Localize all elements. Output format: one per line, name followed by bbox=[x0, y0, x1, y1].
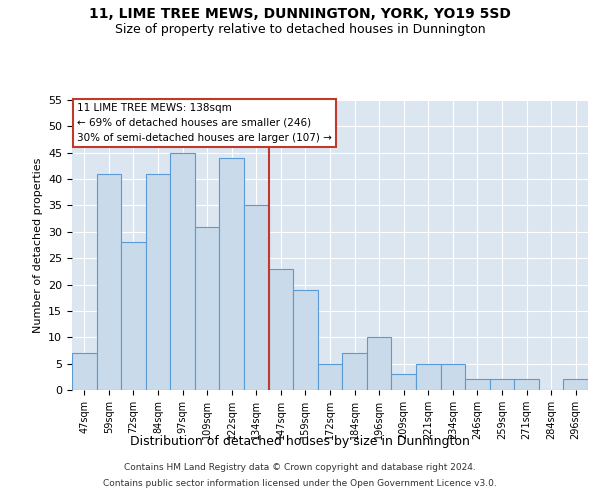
Bar bbox=[416, 364, 440, 390]
Bar bbox=[465, 380, 490, 390]
Bar bbox=[195, 226, 220, 390]
Bar bbox=[269, 268, 293, 390]
Text: 11 LIME TREE MEWS: 138sqm
← 69% of detached houses are smaller (246)
30% of semi: 11 LIME TREE MEWS: 138sqm ← 69% of detac… bbox=[77, 103, 332, 142]
Bar bbox=[121, 242, 146, 390]
Bar bbox=[72, 353, 97, 390]
Bar bbox=[367, 338, 391, 390]
Text: Size of property relative to detached houses in Dunnington: Size of property relative to detached ho… bbox=[115, 22, 485, 36]
Bar bbox=[170, 152, 195, 390]
Bar bbox=[97, 174, 121, 390]
Bar bbox=[440, 364, 465, 390]
Text: Contains public sector information licensed under the Open Government Licence v3: Contains public sector information licen… bbox=[103, 478, 497, 488]
Bar bbox=[220, 158, 244, 390]
Bar bbox=[244, 206, 269, 390]
Bar bbox=[318, 364, 342, 390]
Bar bbox=[490, 380, 514, 390]
Text: 11, LIME TREE MEWS, DUNNINGTON, YORK, YO19 5SD: 11, LIME TREE MEWS, DUNNINGTON, YORK, YO… bbox=[89, 8, 511, 22]
Bar bbox=[342, 353, 367, 390]
Bar bbox=[563, 380, 588, 390]
Text: Distribution of detached houses by size in Dunnington: Distribution of detached houses by size … bbox=[130, 435, 470, 448]
Bar bbox=[293, 290, 318, 390]
Bar bbox=[514, 380, 539, 390]
Y-axis label: Number of detached properties: Number of detached properties bbox=[32, 158, 43, 332]
Bar bbox=[146, 174, 170, 390]
Bar bbox=[391, 374, 416, 390]
Text: Contains HM Land Registry data © Crown copyright and database right 2024.: Contains HM Land Registry data © Crown c… bbox=[124, 464, 476, 472]
